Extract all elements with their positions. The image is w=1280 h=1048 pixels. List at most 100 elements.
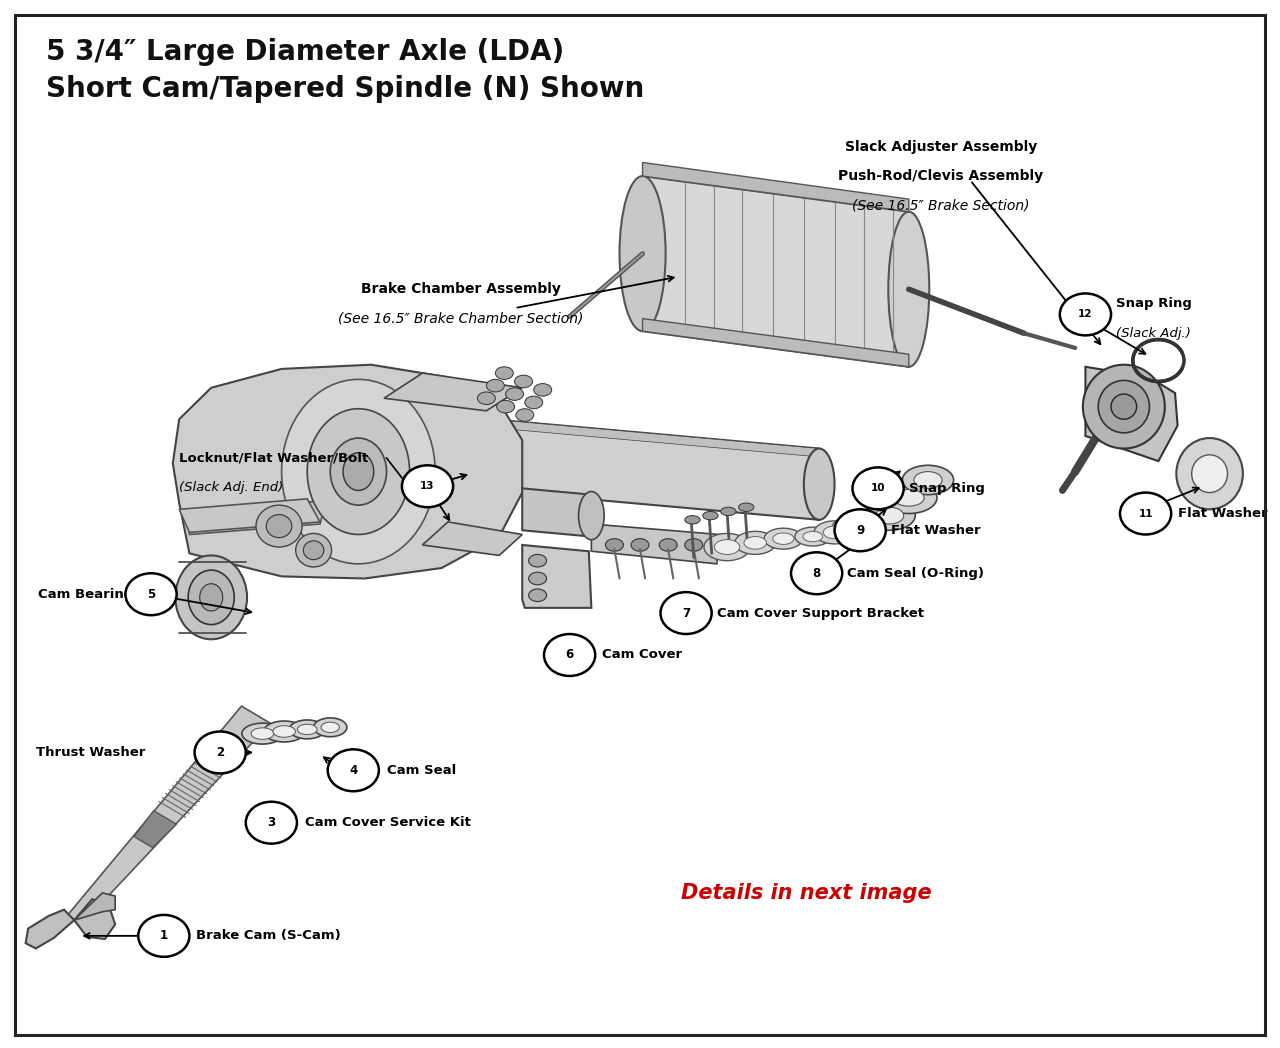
Polygon shape [179,499,320,532]
Circle shape [328,749,379,791]
Text: 5: 5 [147,588,155,601]
Ellipse shape [764,528,803,549]
Ellipse shape [1098,380,1149,433]
Text: 7: 7 [682,607,690,619]
Ellipse shape [516,409,534,421]
Text: Locknut/Flat Washer/Bolt: Locknut/Flat Washer/Bolt [179,452,369,464]
Ellipse shape [200,584,223,611]
Text: 4: 4 [349,764,357,777]
Ellipse shape [620,176,666,331]
Ellipse shape [495,367,513,379]
Polygon shape [1085,367,1178,461]
Ellipse shape [188,570,234,625]
Circle shape [835,509,886,551]
Ellipse shape [525,396,543,409]
Text: Cam Cover Service Kit: Cam Cover Service Kit [305,816,471,829]
Polygon shape [173,365,522,578]
Ellipse shape [803,531,823,542]
Text: Push-Rod/Clevis Assembly: Push-Rod/Clevis Assembly [838,169,1043,183]
Ellipse shape [704,533,750,561]
Ellipse shape [842,521,868,536]
Circle shape [660,592,712,634]
Text: 2: 2 [216,746,224,759]
Text: 9: 9 [856,524,864,537]
Text: Thrust Washer: Thrust Washer [36,746,145,759]
Text: 12: 12 [1078,309,1093,320]
Circle shape [544,634,595,676]
Ellipse shape [773,532,794,545]
Polygon shape [591,524,719,564]
Text: 13: 13 [420,481,435,492]
Ellipse shape [379,411,415,482]
Ellipse shape [282,379,435,564]
Ellipse shape [497,400,515,413]
Text: 5 3/4″ Large Diameter Axle (LDA): 5 3/4″ Large Diameter Axle (LDA) [46,38,564,66]
Text: 1: 1 [160,930,168,942]
Circle shape [138,915,189,957]
Ellipse shape [529,554,547,567]
Ellipse shape [893,489,924,506]
Ellipse shape [314,718,347,737]
Ellipse shape [804,449,835,520]
Ellipse shape [273,725,296,738]
Polygon shape [384,373,522,411]
Ellipse shape [914,472,942,488]
Text: Details in next image: Details in next image [681,882,932,903]
Polygon shape [189,501,326,534]
Ellipse shape [721,507,736,516]
Ellipse shape [515,375,532,388]
Polygon shape [67,706,270,924]
Text: (Slack Adj. End): (Slack Adj. End) [179,481,283,494]
Circle shape [1060,293,1111,335]
Text: (Slack Adj.): (Slack Adj.) [1116,327,1190,340]
Text: Flat Washer: Flat Washer [891,524,980,537]
Text: Brake Cam (S-Cam): Brake Cam (S-Cam) [196,930,340,942]
Ellipse shape [296,533,332,567]
Ellipse shape [685,539,703,551]
Ellipse shape [242,723,283,744]
Text: 6: 6 [566,649,573,661]
Text: 10: 10 [870,483,886,494]
Ellipse shape [529,589,547,602]
Ellipse shape [685,516,700,524]
Ellipse shape [703,511,718,520]
Ellipse shape [289,720,325,739]
Ellipse shape [1176,438,1243,509]
Text: Short Cam/Tapered Spindle (N) Shown: Short Cam/Tapered Spindle (N) Shown [46,75,644,104]
Ellipse shape [823,526,846,539]
Ellipse shape [631,539,649,551]
Ellipse shape [266,515,292,538]
Polygon shape [643,162,909,212]
Ellipse shape [832,516,878,541]
Circle shape [1120,493,1171,534]
Ellipse shape [264,721,305,742]
Text: (See 16.5″ Brake Chamber Section): (See 16.5″ Brake Chamber Section) [338,311,584,326]
Ellipse shape [506,388,524,400]
Circle shape [246,802,297,844]
Text: Cam Seal (O-Ring): Cam Seal (O-Ring) [847,567,984,580]
Text: Brake Chamber Assembly: Brake Chamber Assembly [361,282,561,297]
Text: Snap Ring: Snap Ring [909,482,984,495]
Ellipse shape [529,572,547,585]
Ellipse shape [256,505,302,547]
Ellipse shape [714,540,740,554]
Circle shape [791,552,842,594]
Circle shape [195,732,246,773]
Ellipse shape [321,722,339,733]
Circle shape [125,573,177,615]
Ellipse shape [307,409,410,534]
Ellipse shape [297,724,317,735]
Ellipse shape [175,555,247,639]
Ellipse shape [343,453,374,490]
Polygon shape [26,910,74,948]
Text: Cam Cover Support Bracket: Cam Cover Support Bracket [717,607,924,619]
Ellipse shape [1192,455,1228,493]
Text: 8: 8 [813,567,820,580]
Text: 11: 11 [1138,508,1153,519]
Text: Cam Seal: Cam Seal [387,764,456,777]
Ellipse shape [864,501,915,530]
Polygon shape [134,811,177,848]
Text: Cam Cover: Cam Cover [602,649,682,661]
Ellipse shape [477,392,495,405]
Ellipse shape [659,539,677,551]
